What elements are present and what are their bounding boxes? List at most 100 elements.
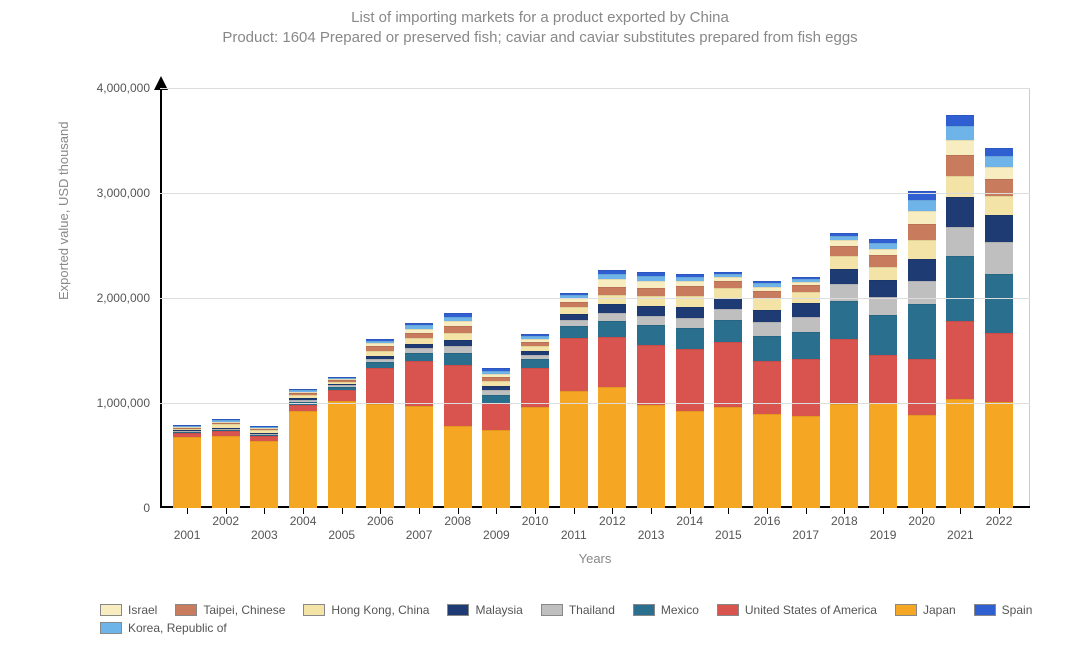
bar-segment — [173, 437, 201, 508]
x-tick-label: 2009 — [483, 528, 510, 542]
bar-segment — [792, 303, 820, 317]
bar-segment — [946, 227, 974, 256]
bar-segment — [753, 310, 781, 323]
bar-segment — [753, 291, 781, 298]
legend-label: United States of America — [745, 603, 877, 617]
x-tick — [883, 508, 884, 514]
x-tick — [342, 508, 343, 514]
bar-segment — [560, 326, 588, 338]
bar-2001 — [173, 425, 201, 508]
bar-segment — [714, 298, 742, 309]
bar-segment — [946, 399, 974, 508]
bar-segment — [560, 391, 588, 508]
bar-segment — [985, 333, 1013, 402]
bar-segment — [985, 196, 1013, 215]
bar-segment — [830, 339, 858, 404]
bar-segment — [676, 328, 704, 349]
bar-2016 — [753, 281, 781, 508]
x-tick-label: 2011 — [561, 528, 587, 542]
bar-2007 — [405, 323, 433, 508]
y-tick-label: 3,000,000 — [97, 186, 150, 200]
bar-segment — [676, 307, 704, 318]
legend-swatch — [175, 604, 197, 616]
bar-segment — [830, 301, 858, 339]
bar-segment — [444, 426, 472, 508]
bar-segment — [637, 345, 665, 405]
bar-segment — [598, 387, 626, 508]
bar-segment — [637, 316, 665, 325]
bar-segment — [598, 313, 626, 321]
x-tick-label: 2022 — [986, 514, 1013, 528]
legend-label: Malaysia — [475, 603, 522, 617]
gridline-h — [160, 298, 1030, 299]
x-tick — [651, 508, 652, 514]
bar-segment — [598, 304, 626, 312]
bar-segment — [250, 441, 278, 508]
bar-segment — [521, 368, 549, 407]
x-tick — [419, 508, 420, 514]
bar-segment — [482, 395, 510, 403]
x-tick — [187, 508, 188, 514]
y-tick-label: 0 — [143, 501, 150, 515]
bar-2009 — [482, 368, 510, 508]
legend-swatch — [633, 604, 655, 616]
bar-segment — [444, 365, 472, 426]
bar-segment — [869, 355, 897, 403]
bar-2022 — [985, 148, 1013, 508]
bar-segment — [714, 309, 742, 321]
bar-2005 — [328, 377, 356, 508]
bar-segment — [985, 167, 1013, 180]
legend-item-hk: Hong Kong, China — [303, 603, 429, 617]
bar-segment — [405, 353, 433, 361]
bar-segment — [792, 332, 820, 359]
legend-label: Japan — [923, 603, 956, 617]
x-tick-label: 2002 — [212, 514, 239, 528]
bar-segment — [792, 416, 820, 508]
legend-label: Korea, Republic of — [128, 621, 227, 635]
y-tick-label: 2,000,000 — [97, 291, 150, 305]
bar-segment — [753, 336, 781, 361]
bar-segment — [714, 407, 742, 508]
bar-segment — [830, 404, 858, 508]
bar-segment — [908, 240, 936, 259]
bar-segment — [289, 411, 317, 508]
gridline-h — [160, 193, 1030, 194]
legend-label: Mexico — [661, 603, 699, 617]
bar-segment — [869, 255, 897, 267]
legend-item-taipei: Taipei, Chinese — [175, 603, 285, 617]
bar-segment — [908, 359, 936, 415]
bar-segment — [985, 274, 1013, 333]
bar-segment — [521, 407, 549, 508]
bar-segment — [598, 337, 626, 387]
bar-2010 — [521, 334, 549, 508]
bar-segment — [908, 259, 936, 281]
bar-segment — [444, 333, 472, 340]
bar-segment — [946, 140, 974, 156]
bar-segment — [869, 267, 897, 281]
bar-segment — [869, 297, 897, 315]
bar-2017 — [792, 277, 820, 508]
plot-area: Years 01,000,0002,000,0003,000,0004,000,… — [160, 88, 1030, 508]
legend-swatch — [100, 622, 122, 634]
bar-segment — [637, 288, 665, 296]
bar-segment — [637, 306, 665, 315]
bar-segment — [946, 115, 974, 126]
legend-swatch — [717, 604, 739, 616]
legend-swatch — [447, 604, 469, 616]
bar-segment — [753, 298, 781, 310]
x-axis-title: Years — [579, 551, 612, 566]
bar-2021 — [946, 115, 974, 508]
legend-label: Thailand — [569, 603, 615, 617]
x-tick-label: 2003 — [251, 528, 278, 542]
bar-segment — [637, 325, 665, 345]
legend-swatch — [895, 604, 917, 616]
bar-segment — [985, 156, 1013, 167]
bar-segment — [598, 279, 626, 286]
legend-label: Hong Kong, China — [331, 603, 429, 617]
bar-segment — [908, 304, 936, 359]
bar-segment — [985, 215, 1013, 242]
bar-segment — [869, 315, 897, 355]
bar-segment — [985, 402, 1013, 508]
bar-segment — [676, 411, 704, 508]
bar-segment — [212, 436, 240, 508]
